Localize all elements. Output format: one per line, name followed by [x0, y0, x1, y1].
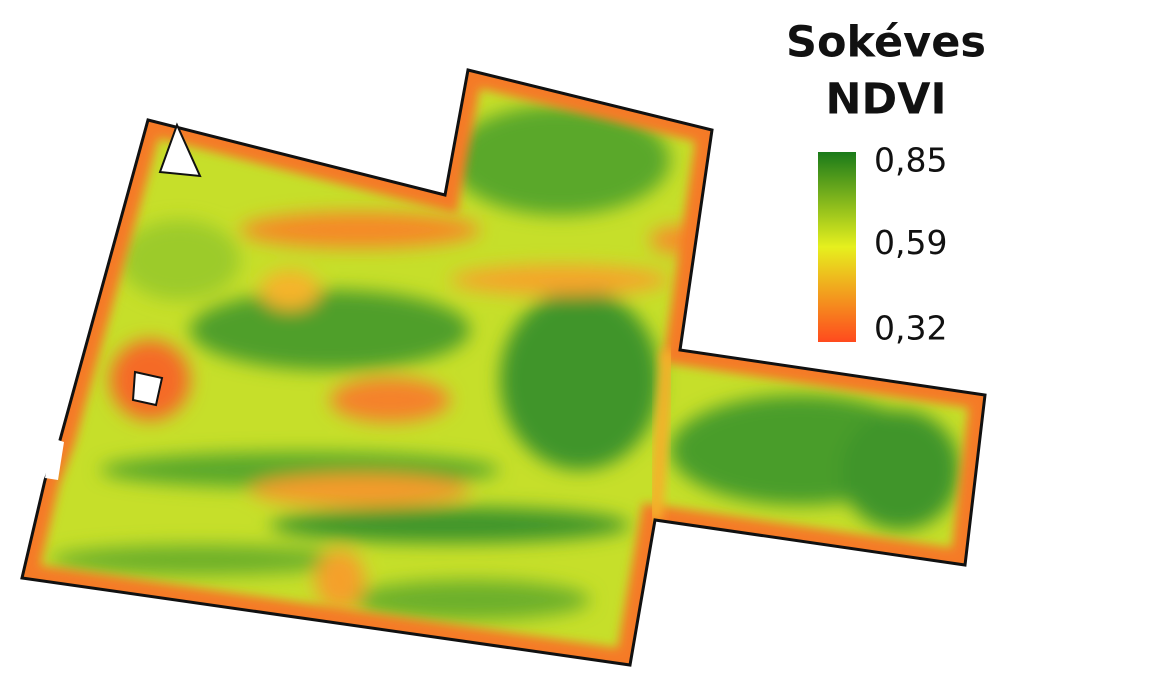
field-hole	[158, 122, 202, 178]
legend-tick-label: 0,59	[874, 223, 947, 262]
legend-title: NDVI	[826, 75, 947, 125]
legend-tick-label: 0,85	[874, 141, 947, 180]
legend-colorbar	[818, 152, 856, 342]
legend-title: Sokéves	[786, 18, 986, 68]
field-hole	[131, 370, 164, 407]
field-notch	[45, 438, 64, 480]
field-outline	[20, 68, 987, 667]
legend-tick-label: 0,32	[874, 309, 947, 348]
